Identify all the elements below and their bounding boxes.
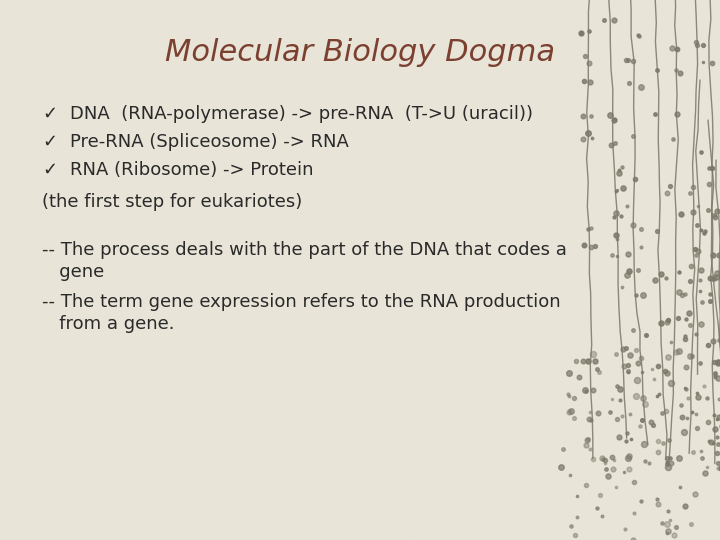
Text: from a gene.: from a gene. — [42, 315, 174, 333]
Text: ✓: ✓ — [42, 133, 57, 151]
Text: RNA (Ribosome) -> Protein: RNA (Ribosome) -> Protein — [70, 161, 313, 179]
Text: Pre-RNA (Spliceosome) -> RNA: Pre-RNA (Spliceosome) -> RNA — [70, 133, 349, 151]
Text: ✓: ✓ — [42, 161, 57, 179]
Text: -- The term gene expression refers to the RNA production: -- The term gene expression refers to th… — [42, 293, 561, 311]
Text: gene: gene — [42, 263, 104, 281]
Text: ✓: ✓ — [42, 105, 57, 123]
Text: DNA  (RNA-polymerase) -> pre-RNA  (T->U (uracil)): DNA (RNA-polymerase) -> pre-RNA (T->U (u… — [70, 105, 533, 123]
Text: (the first step for eukariotes): (the first step for eukariotes) — [42, 193, 302, 211]
Text: Molecular Biology Dogma: Molecular Biology Dogma — [165, 38, 555, 67]
Text: -- The process deals with the part of the DNA that codes a: -- The process deals with the part of th… — [42, 241, 567, 259]
